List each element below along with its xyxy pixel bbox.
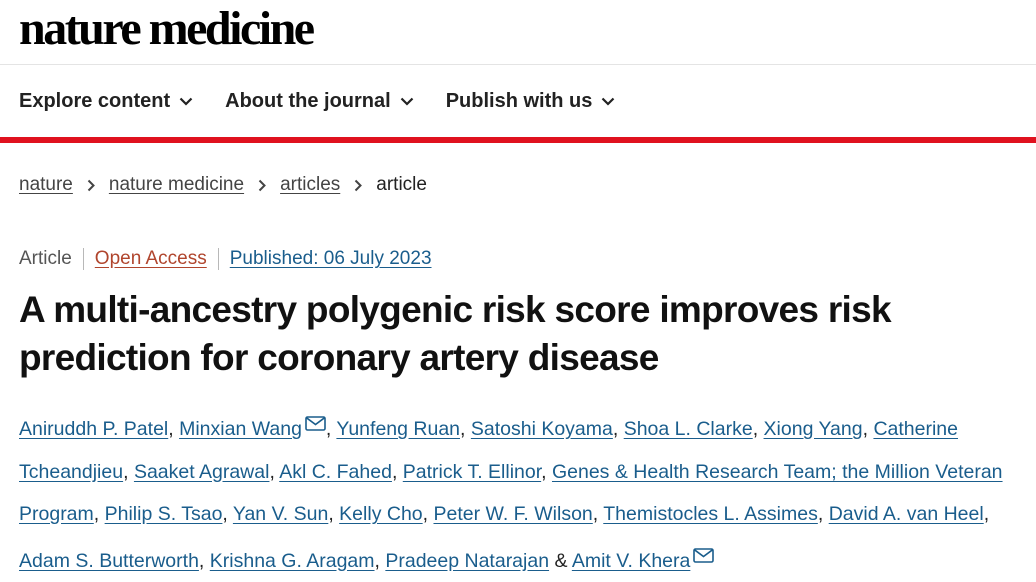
author-link[interactable]: Themistocles L. Assimes [603, 503, 818, 525]
author-link[interactable]: Philip S. Tsao [104, 503, 223, 525]
nav-about-journal[interactable]: About the journal [225, 90, 414, 113]
article-type: Article [19, 248, 84, 270]
author-link[interactable]: Krishna G. Aragam [209, 549, 375, 572]
author-link[interactable]: Patrick T. Ellinor [402, 460, 542, 483]
article-title: A multi-ancestry polygenic risk score im… [19, 289, 892, 378]
author-link[interactable]: Shoa L. Clarke [623, 418, 753, 440]
author-link[interactable]: Adam S. Butterworth [19, 549, 199, 572]
chevron-down-icon [400, 97, 414, 106]
author-link[interactable]: Satoshi Koyama [470, 418, 613, 440]
chevron-down-icon [601, 97, 615, 106]
author-link[interactable]: Yunfeng Ruan [336, 418, 461, 440]
author-link[interactable]: Minxian Wang [179, 418, 302, 440]
author-link[interactable]: Kelly Cho [339, 503, 423, 525]
chevron-down-icon [179, 97, 193, 106]
author-link[interactable]: Genes & Health Research Team; the Millio… [19, 460, 1003, 526]
breadcrumb-link-nature-medicine[interactable]: nature medicine [108, 174, 245, 195]
author-link[interactable]: Yan V. Sun [232, 503, 329, 525]
breadcrumb-link-articles[interactable]: articles [280, 174, 341, 195]
breadcrumb-current: article [376, 174, 427, 195]
nav-explore-content[interactable]: Explore content [19, 90, 193, 113]
chevron-right-icon [87, 179, 95, 192]
header-top-bar: nature medicine [0, 0, 1036, 65]
nav-publish-with-us[interactable]: Publish with us [446, 90, 616, 113]
author-link[interactable]: Amit V. Khera [571, 549, 691, 572]
author-link[interactable]: Aniruddh P. Patel [19, 418, 169, 440]
published-date-link[interactable]: Published: 06 July 2023 [229, 248, 432, 269]
author-link[interactable]: Pradeep Natarajan [385, 549, 550, 572]
main-nav: Explore content About the journal Publis… [0, 65, 1036, 143]
chevron-right-icon [354, 179, 363, 192]
article-meta: Article Open Access Published: 06 July 2… [19, 248, 432, 270]
chevron-right-icon [258, 179, 266, 192]
author-link[interactable]: Xiong Yang [763, 418, 863, 440]
author-link[interactable]: Catherine Tcheandjieu [19, 418, 958, 483]
nav-publish-with-us-label: Publish with us [445, 89, 593, 112]
author-link[interactable]: Akl C. Fahed [279, 460, 392, 483]
breadcrumb-link-nature[interactable]: nature [19, 174, 73, 195]
mail-icon[interactable] [305, 404, 326, 447]
open-access-link[interactable]: Open Access [84, 248, 219, 270]
nav-about-journal-label: About the journal [225, 89, 391, 112]
mail-icon[interactable] [693, 536, 715, 579]
author-link[interactable]: Peter W. F. Wilson [433, 503, 593, 525]
author-link[interactable]: Saaket Agrawal [133, 460, 270, 483]
breadcrumb: nature nature medicine articles article [19, 174, 427, 196]
author-link[interactable]: David A. van Heel [828, 503, 984, 525]
author-list: Aniruddh P. Patel, Minxian Wang, Yunfeng… [19, 404, 1024, 582]
nav-explore-content-label: Explore content [19, 89, 171, 112]
site-header: nature medicine Explore content About th… [0, 0, 1036, 143]
journal-logo[interactable]: nature medicine [19, 2, 315, 55]
